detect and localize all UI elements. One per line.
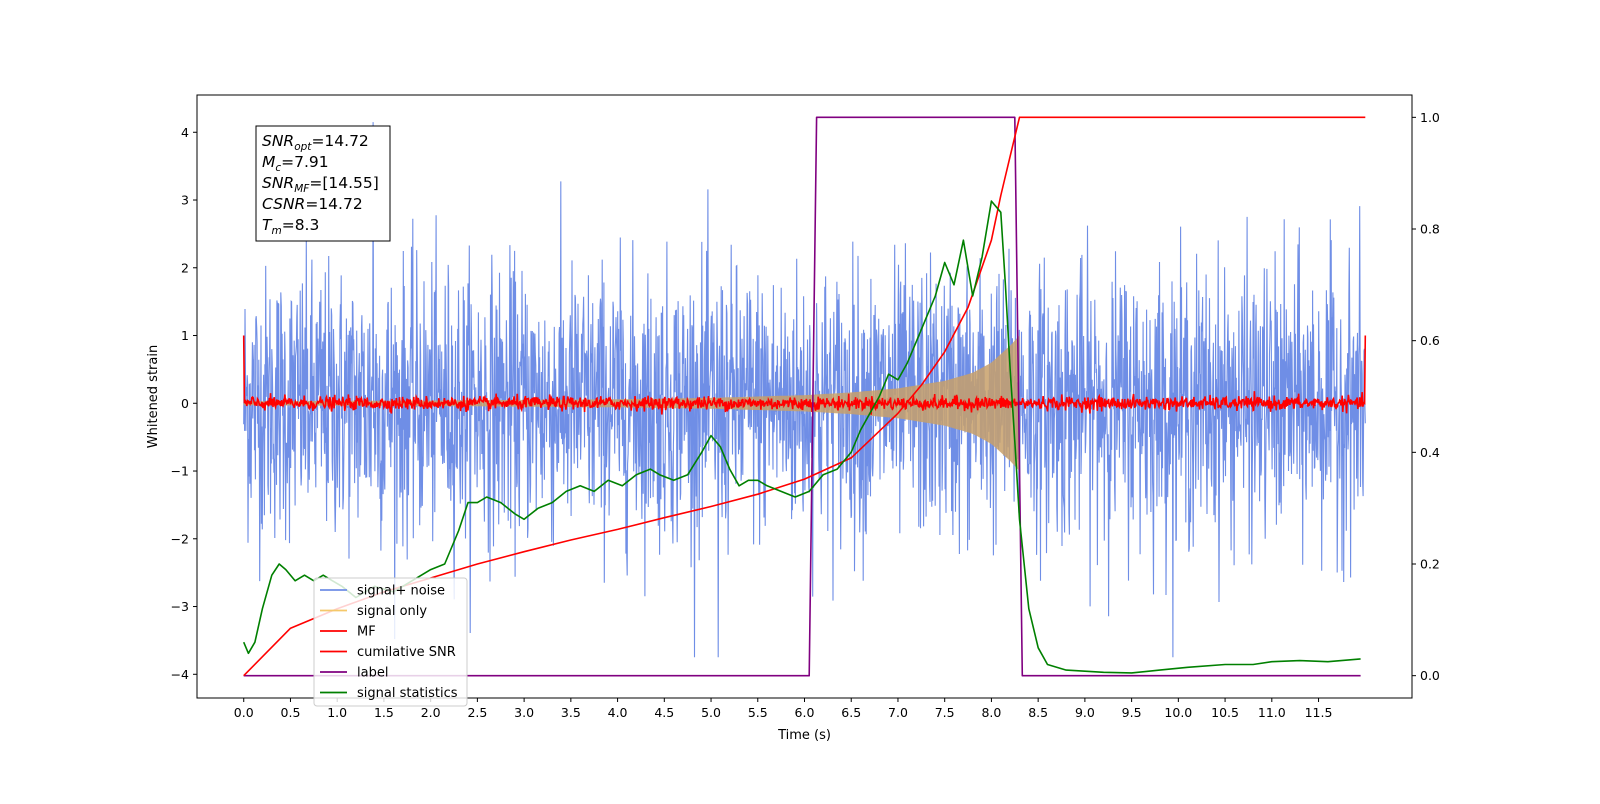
legend: signal+ noise signal only MF cumilative SNR… [313, 577, 468, 707]
annotation-symbol: T [262, 216, 273, 234]
y-right-tick-label: 0.6 [1420, 333, 1440, 348]
legend-label: MF [357, 625, 376, 640]
annotation-symbol: SNR [262, 174, 294, 192]
x-tick-label: 9.5 [1122, 705, 1142, 720]
x-tick-label: 7.5 [935, 705, 955, 720]
annotation-subscript: m [271, 225, 281, 237]
annotation-value: =14.72 [305, 195, 362, 213]
x-tick-label: 3.5 [561, 705, 581, 720]
legend-label: signal+ noise [357, 584, 445, 599]
annotation-subscript: opt [294, 141, 312, 153]
x-tick-label: 0.5 [281, 705, 301, 720]
legend-label: cumilative SNR [357, 645, 456, 660]
annotation-value: =14.72 [311, 132, 368, 150]
series-signal-noise-group [243, 122, 1366, 658]
annotation-line: CSNR=14.72 [262, 195, 363, 213]
x-tick-label: 8.0 [981, 705, 1001, 720]
x-tick-label: 7.0 [888, 705, 908, 720]
annotation-symbol: M [262, 153, 275, 171]
annotation-symbol: CSNR [262, 195, 305, 213]
y-left-tick-label: 4 [181, 125, 189, 140]
series-mf-line [242, 335, 1367, 415]
annotation-box: SNRopt=14.72Mc=7.91SNRMF=[14.55]CSNR=14.… [255, 125, 391, 242]
annotation-value: =[14.55] [309, 174, 378, 192]
x-tick-label: 2.0 [421, 705, 441, 720]
x-tick-label: 6.0 [795, 705, 815, 720]
annotation-symbol: SNR [262, 132, 294, 150]
series-label-line [243, 116, 1361, 677]
x-tick-label: 4.5 [654, 705, 674, 720]
x-tick-label: 10.5 [1211, 705, 1239, 720]
y-left-tick-label: 2 [181, 260, 189, 275]
x-tick-label: 0.0 [234, 705, 254, 720]
y-left-tick-label: 0 [181, 396, 189, 411]
series-signal-noise-line [243, 122, 1366, 658]
x-tick-label: 3.0 [514, 705, 534, 720]
x-tick-label: 2.5 [467, 705, 487, 720]
y-left-tick-label: −4 [171, 667, 189, 682]
x-tick-label: 11.5 [1305, 705, 1333, 720]
axes-group: 0.0 0.5 1.0 1.5 2.0 2.5 3.0 3.5 4.0 4.5 5.0 5.5 6.0 6… [146, 94, 1440, 743]
y-right-tick-label: 0.2 [1420, 557, 1440, 572]
annotation-line: Mc=7.91 [262, 153, 329, 174]
annotation-subscript: MF [294, 183, 310, 195]
y-left-tick-label: 1 [181, 328, 189, 343]
x-tick-label: 10.0 [1164, 705, 1192, 720]
annotation-value: =7.91 [281, 153, 329, 171]
x-tick-label: 11.0 [1258, 705, 1286, 720]
x-tick-label: 9.0 [1075, 705, 1095, 720]
y-right-tick-label: 0.8 [1420, 222, 1440, 237]
x-tick-label: 4.0 [608, 705, 628, 720]
annotation-frame [255, 125, 391, 242]
y-right-tick-label: 0.4 [1420, 445, 1440, 460]
x-axis-label: Time (s) [777, 728, 831, 743]
annotation-line: SNRopt=14.72 [262, 132, 369, 153]
y-left-tick-label: −1 [171, 464, 189, 479]
legend-label: signal statistics [357, 686, 458, 701]
y-right-tick-label: 0.0 [1420, 668, 1440, 683]
legend-label: signal only [357, 604, 427, 619]
x-tick-label: 5.0 [701, 705, 721, 720]
y-right-tick-label: 1.0 [1420, 110, 1440, 125]
x-tick-label: 6.5 [841, 705, 861, 720]
legend-frame [313, 577, 468, 707]
annotation-subscript: c [275, 162, 281, 174]
y-left-tick-label: −2 [171, 531, 189, 546]
y-axis-label: Whitened strain [146, 345, 161, 448]
y-left-tick-label: 3 [181, 193, 189, 208]
annotation-value: =8.3 [282, 216, 320, 234]
x-tick-label: 5.5 [748, 705, 768, 720]
annotation-line: SNRMF=[14.55] [262, 174, 379, 195]
x-tick-label: 1.5 [374, 705, 394, 720]
series-mf-group [242, 335, 1367, 415]
y-left-tick-label: −3 [171, 599, 189, 614]
legend-label: label [357, 666, 388, 681]
x-tick-label: 8.5 [1028, 705, 1048, 720]
annotation-line: Tm=8.3 [262, 216, 319, 237]
x-tick-label: 1.0 [327, 705, 347, 720]
